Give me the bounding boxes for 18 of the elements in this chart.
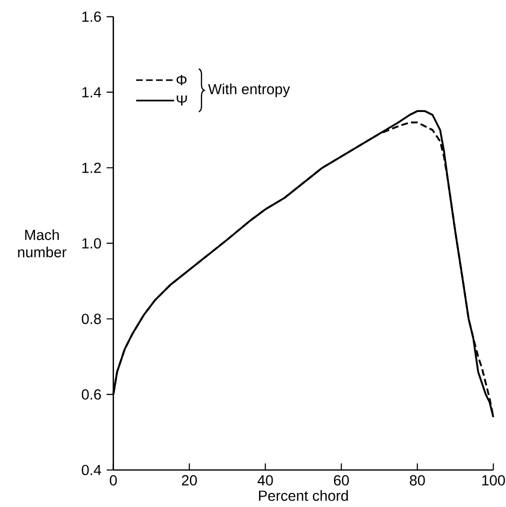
legend-label: Φ (176, 75, 187, 86)
x-tick-label: 0 (110, 475, 117, 486)
x-tick-label: 20 (182, 475, 197, 486)
x-tick-label: 80 (410, 475, 425, 486)
y-axis-title: Mach number (18, 229, 66, 258)
legend-label: Ψ (176, 96, 187, 106)
x-tick-label: 40 (258, 475, 273, 486)
y-tick-label: 1.4 (82, 87, 102, 98)
y-tick-label: 0.8 (82, 314, 101, 324)
x-axis-title: Percent chord (259, 490, 348, 501)
y-tick-label: 1.6 (82, 12, 101, 22)
x-tick-label: 100 (482, 475, 505, 486)
y-tick-label: 0.4 (82, 464, 102, 476)
y-tick-label: 0.6 (82, 389, 101, 400)
legend-title: With entropy (208, 84, 290, 98)
x-tick-label: 60 (334, 475, 349, 486)
y-tick-label: 1.2 (82, 162, 101, 173)
y-tick-label: 1.0 (82, 238, 101, 249)
